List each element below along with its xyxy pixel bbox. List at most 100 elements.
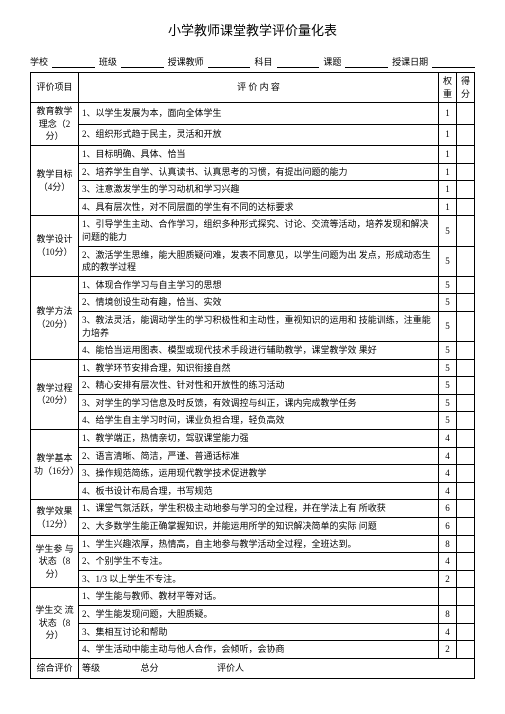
category-cell: 教学方法（20分） [31, 276, 79, 359]
table-row: 3、注意激发学生的学习动机和学习兴趣1 [31, 181, 475, 199]
score-cell [457, 124, 475, 145]
weight-cell: 1 [439, 198, 457, 216]
table-row: 4、学生活动中能主动与他人合作，会倾听，会协商2 [31, 641, 475, 659]
category-cell: 教学目标（4分） [31, 145, 79, 215]
score-cell [457, 606, 475, 624]
score-cell [457, 216, 475, 246]
weight-cell: 5 [439, 311, 457, 341]
table-header-row: 评价项目 评 价 内 容 权重 得分 [31, 73, 475, 103]
table-row: 4、板书设计布局合理，书写规范4 [31, 482, 475, 500]
weight-cell: 1 [439, 145, 457, 163]
class-label: 班级 [99, 55, 117, 68]
category-cell: 教学效果（12分） [31, 500, 79, 535]
score-cell [457, 163, 475, 181]
weight-cell: 1 [439, 103, 457, 124]
content-cell: 4、板书设计布局合理，书写规范 [79, 482, 439, 500]
table-row: 2、精心安排有层次性、针对性和开放性的练习活动5 [31, 377, 475, 395]
school-label: 学校 [30, 55, 48, 68]
content-cell: 1、教学端正，热情亲切，驾驭课堂能力强 [79, 430, 439, 448]
table-row: 教学目标（4分）1、目标明确、具体、恰当1 [31, 145, 475, 163]
teacher-blank [208, 55, 251, 68]
evaluation-table: 评价项目 评 价 内 容 权重 得分 教育教学 理念（2分）1、以学生发展为本，… [30, 72, 475, 679]
score-cell [457, 276, 475, 294]
content-cell: 3、对学生的学习信息及时反馈，有效调控与纠正，课内完成教学任务 [79, 394, 439, 412]
col-category-header: 评价项目 [31, 73, 79, 103]
content-cell: 1、课堂气氛活跃，学生积极主动地参与学习的全过程，并在学法上有 所收获 [79, 500, 439, 518]
weight-cell: 8 [439, 606, 457, 624]
subject-label: 科目 [254, 55, 272, 68]
weight-cell: 5 [439, 294, 457, 312]
weight-cell: 5 [439, 377, 457, 395]
table-row: 2、学生能发现问题，大胆质疑。8 [31, 606, 475, 624]
weight-cell: 5 [439, 276, 457, 294]
table-row: 2、语言清晰、简洁，严谨、普通话标准4 [31, 447, 475, 465]
table-row: 3、集相互讨论和帮助4 [31, 623, 475, 641]
category-cell: 教学基本功（16分） [31, 430, 79, 500]
score-cell [457, 294, 475, 312]
score-cell [457, 145, 475, 163]
topic-blank [345, 55, 388, 68]
score-cell [457, 198, 475, 216]
score-cell [457, 311, 475, 341]
page-title: 小学教师课堂教学评价量化表 [30, 20, 475, 39]
content-cell: 3、集相互讨论和帮助 [79, 623, 439, 641]
content-cell: 2、情境创设生动有趣，恰当、实效 [79, 294, 439, 312]
table-row: 4、具有层次性，对不同层面的学生有不同的达标要求1 [31, 198, 475, 216]
date-blank [432, 55, 475, 68]
teacher-label: 授课教师 [168, 55, 204, 68]
score-cell [457, 412, 475, 430]
table-row: 教学设计（10分）1、引导学生主动、合作学习，组织多种形式探究、讨论、交流等活动… [31, 216, 475, 246]
category-cell: 教学过程（20分） [31, 359, 79, 429]
category-cell: 教学设计（10分） [31, 216, 79, 276]
weight-cell: 4 [439, 465, 457, 483]
content-cell: 3、操作规范简练，运用现代教学技术促进教学 [79, 465, 439, 483]
content-cell: 2、个别学生不专注。 [79, 553, 439, 571]
score-cell [457, 641, 475, 659]
footer-row: 综合评价 等级 总分 评价人 [31, 658, 475, 678]
school-blank [52, 55, 95, 68]
evaluator-label: 评价人 [217, 663, 244, 673]
table-row: 教学基本功（16分）1、教学端正，热情亲切，驾驭课堂能力强4 [31, 430, 475, 448]
score-cell [457, 500, 475, 518]
table-row: 教学效果（12分）1、课堂气氛活跃，学生积极主动地参与学习的全过程，并在学法上有… [31, 500, 475, 518]
category-cell: 学生参 与状态（8分） [31, 535, 79, 588]
score-cell [457, 465, 475, 483]
grade-label: 等级 [82, 663, 100, 673]
overall-label: 综合评价 [31, 658, 79, 678]
score-cell [457, 553, 475, 571]
subject-blank [277, 55, 320, 68]
class-blank [121, 55, 164, 68]
table-row: 3、对学生的学习信息及时反馈，有效调控与纠正，课内完成教学任务5 [31, 394, 475, 412]
score-cell [457, 447, 475, 465]
table-row: 2、激活学生思维，能大胆质疑问难，发表不同意见，以学生问题为出 发点，形成动态生… [31, 246, 475, 276]
col-weight-header: 权重 [439, 73, 457, 103]
table-row: 教学方法（20分）1、体现合作学习与自主学习的思想5 [31, 276, 475, 294]
content-cell: 3、1/3 以上学生不专注。 [79, 570, 439, 588]
table-row: 学生参 与状态（8分）1、学生兴趣浓厚，热情高，自主地参与教学活动全过程，全班达… [31, 535, 475, 553]
score-cell [457, 246, 475, 276]
score-cell [457, 394, 475, 412]
weight-cell: 5 [439, 246, 457, 276]
weight-cell: 5 [439, 412, 457, 430]
score-cell [457, 377, 475, 395]
content-cell: 3、教法灵活，能调动学生的学习积极性和主动性，重视知识的运用和 技能训练，注重能… [79, 311, 439, 341]
content-cell: 1、目标明确、具体、恰当 [79, 145, 439, 163]
weight-cell: 4 [439, 623, 457, 641]
table-row: 3、1/3 以上学生不专注。2 [31, 570, 475, 588]
content-cell: 2、激活学生思维，能大胆质疑问难，发表不同意见，以学生问题为出 发点，形成动态生… [79, 246, 439, 276]
weight-cell [439, 588, 457, 606]
col-score-header: 得分 [457, 73, 475, 103]
content-cell: 1、以学生发展为本，面向全体学生 [79, 103, 439, 124]
table-row: 3、操作规范简练，运用现代教学技术促进教学4 [31, 465, 475, 483]
table-row: 2、组织形式趋于民主，灵活和开放1 [31, 124, 475, 145]
weight-cell: 4 [439, 430, 457, 448]
content-cell: 4、给学生自主学习时间，课业负担合理，轻负高效 [79, 412, 439, 430]
score-cell [457, 518, 475, 536]
weight-cell: 6 [439, 518, 457, 536]
weight-cell: 2 [439, 570, 457, 588]
score-cell [457, 181, 475, 199]
content-cell: 2、大多数学生能正确掌握知识，并能运用所学的知识解决简单的实际 问题 [79, 518, 439, 536]
table-row: 2、个别学生不专注。4 [31, 553, 475, 571]
weight-cell: 5 [439, 342, 457, 360]
topic-label: 课题 [323, 55, 341, 68]
